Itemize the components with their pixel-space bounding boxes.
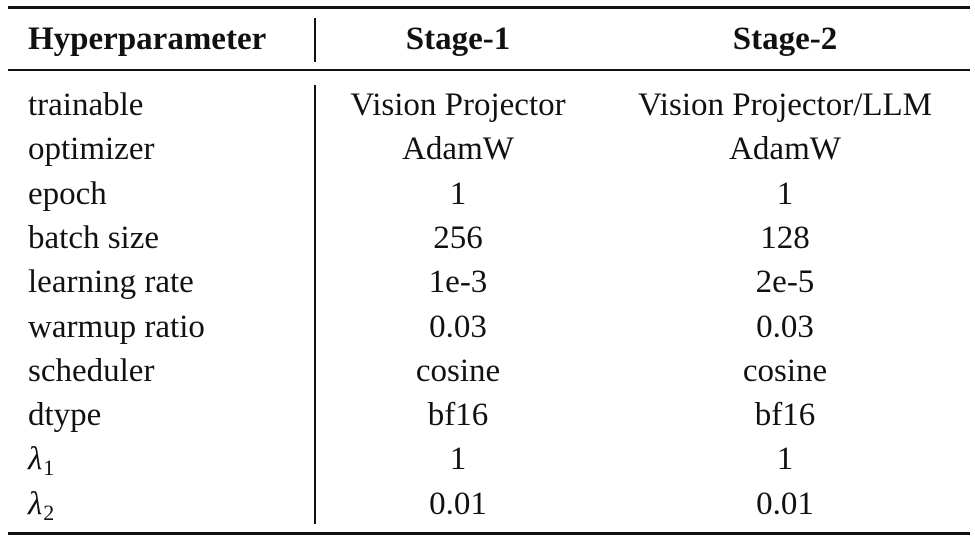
table-row-label: dtype xyxy=(28,397,102,434)
stage-1-value: 0.01 xyxy=(429,485,487,522)
table-row-label: epoch xyxy=(28,175,107,212)
table-row-label: λ1 xyxy=(28,443,54,479)
table-row-label: learning rate xyxy=(28,264,194,301)
hyperparameter-table: Hyperparameter Stage-1 Stage-2 trainable… xyxy=(8,6,970,535)
stage-2-value: 128 xyxy=(760,219,810,256)
stage-2-value: Vision Projector/LLM xyxy=(637,87,933,123)
stage-1-value: bf16 xyxy=(427,397,489,434)
lambda-subscript: 2 xyxy=(43,499,55,525)
column-divider-header xyxy=(314,18,316,62)
table-bottom-rule xyxy=(8,532,970,535)
stage-1-value: AdamW xyxy=(402,131,514,168)
stage-2-value: bf16 xyxy=(754,397,816,434)
stage-1-value: 1 xyxy=(449,441,467,478)
lambda-symbol: λ xyxy=(28,485,43,522)
lambda-subscript: 1 xyxy=(43,455,55,481)
header-stage-2: Stage-2 xyxy=(732,21,838,57)
header-hyperparameter: Hyperparameter xyxy=(28,21,267,57)
column-divider-body xyxy=(314,85,316,524)
stage-1-value: 256 xyxy=(433,219,483,256)
stage-2-value: 1 xyxy=(776,441,794,478)
stage-2-value: 0.01 xyxy=(756,485,814,522)
table-row-label: scheduler xyxy=(28,352,155,389)
header-stage-1: Stage-1 xyxy=(405,21,511,57)
stage-2-value: 1 xyxy=(776,175,794,212)
table-row-label: λ2 xyxy=(28,485,55,525)
stage-2-value: cosine xyxy=(742,352,828,389)
stage-1-value: 1 xyxy=(449,175,467,212)
table-row-label: trainable xyxy=(28,87,144,123)
stage-2-value: 0.03 xyxy=(756,308,814,345)
table-row-label: batch size xyxy=(28,219,160,256)
stage-2-value: AdamW xyxy=(729,131,841,168)
table-top-rule xyxy=(8,6,970,9)
stage-2-value: 2e-5 xyxy=(755,264,815,301)
table-row-label: warmup ratio xyxy=(28,308,205,345)
stage-1-value: 0.03 xyxy=(429,308,487,345)
table-row-label: optimizer xyxy=(28,131,155,168)
stage-1-value: cosine xyxy=(415,352,501,389)
table-header-rule xyxy=(8,69,970,71)
stage-1-value: Vision Projector xyxy=(350,87,566,123)
lambda-symbol: λ xyxy=(28,441,43,478)
stage-1-value: 1e-3 xyxy=(428,264,488,301)
